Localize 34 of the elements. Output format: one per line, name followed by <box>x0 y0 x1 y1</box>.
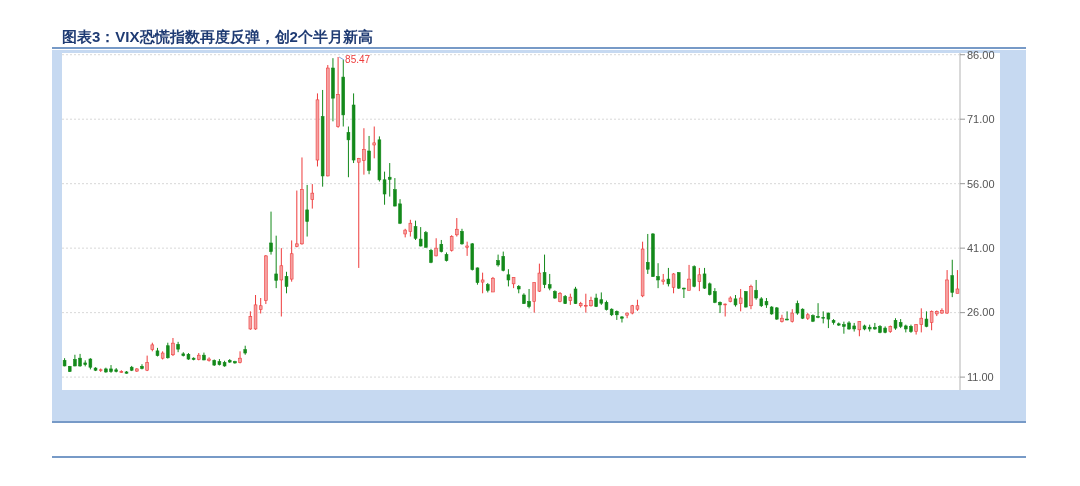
y-tick-label: 56.00 <box>967 177 995 190</box>
candlestick <box>671 272 676 294</box>
candlestick <box>434 237 438 257</box>
candlestick <box>269 211 273 256</box>
y-tick-label: 11.00 <box>967 370 994 383</box>
candlestick <box>367 135 371 175</box>
candlestick <box>455 217 459 238</box>
y-tick-label: 71.00 <box>967 113 995 126</box>
chart-title: 图表3：VIX恐慌指数再度反弹，创2个半月新高 <box>62 28 373 45</box>
y-tick-label: 86.00 <box>967 48 995 61</box>
candlestick <box>620 315 624 324</box>
annotation: 85.47 <box>345 54 371 66</box>
candlestick <box>780 314 784 324</box>
candlestick <box>310 183 315 210</box>
candlestick <box>480 272 485 294</box>
candlestick <box>950 259 954 298</box>
candlestick <box>372 126 376 159</box>
candlestick <box>955 269 960 294</box>
candlestick <box>279 247 284 317</box>
y-tick-label: 41.00 <box>967 242 995 254</box>
candlestick <box>238 350 242 364</box>
y-tick-label: 26.00 <box>967 306 995 319</box>
candlestick <box>687 264 691 291</box>
candlestick <box>171 337 175 357</box>
candlestick <box>207 356 211 363</box>
candlestick <box>284 271 289 294</box>
candlestick <box>738 288 743 312</box>
candlestick <box>697 267 702 292</box>
candlestick <box>305 184 309 238</box>
candlestick <box>666 267 671 287</box>
candlestick <box>785 310 789 321</box>
candlestick <box>749 284 753 310</box>
candlestick <box>274 235 278 289</box>
candlestick <box>465 241 469 257</box>
